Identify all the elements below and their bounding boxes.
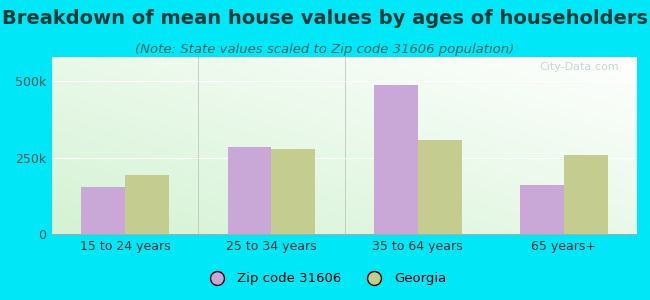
Bar (417, 140, 462, 234)
Text: Breakdown of mean house values by ages of householders: Breakdown of mean house values by ages o… (2, 9, 648, 28)
Legend: Zip code 31606, Georgia: Zip code 31606, Georgia (199, 267, 451, 290)
Text: City-Data.com: City-Data.com (540, 62, 619, 72)
Bar (125, 176, 169, 234)
Bar (520, 184, 564, 234)
Bar (272, 149, 315, 234)
Bar (564, 155, 608, 234)
Bar (81, 187, 125, 234)
Bar (227, 147, 272, 234)
Text: (Note: State values scaled to Zip code 31606 population): (Note: State values scaled to Zip code 3… (135, 44, 515, 56)
Bar (374, 85, 417, 234)
